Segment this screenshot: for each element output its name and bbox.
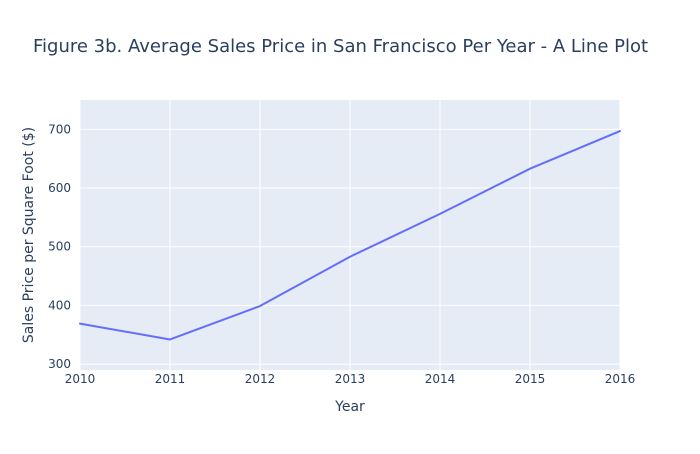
- chart-title: Figure 3b. Average Sales Price in San Fr…: [33, 36, 648, 57]
- x-tick-labels: 2010 2011 2012 2013 2014 2015 2016: [65, 372, 636, 386]
- y-tick-label: 400: [48, 298, 71, 312]
- y-tick-label: 600: [48, 181, 71, 195]
- x-tick-label: 2010: [65, 372, 96, 386]
- y-tick-labels: 300 400 500 600 700: [48, 122, 71, 371]
- y-axis-label: Sales Price per Square Foot ($): [21, 127, 37, 343]
- y-tick-label: 300: [48, 357, 71, 371]
- y-tick-label: 500: [48, 240, 71, 254]
- y-tick-label: 700: [48, 122, 71, 136]
- x-tick-label: 2016: [605, 372, 636, 386]
- x-tick-label: 2012: [245, 372, 276, 386]
- x-tick-label: 2015: [515, 372, 546, 386]
- x-tick-label: 2013: [335, 372, 366, 386]
- x-axis-label: Year: [334, 399, 365, 415]
- x-tick-label: 2011: [155, 372, 186, 386]
- x-tick-label: 2014: [425, 372, 456, 386]
